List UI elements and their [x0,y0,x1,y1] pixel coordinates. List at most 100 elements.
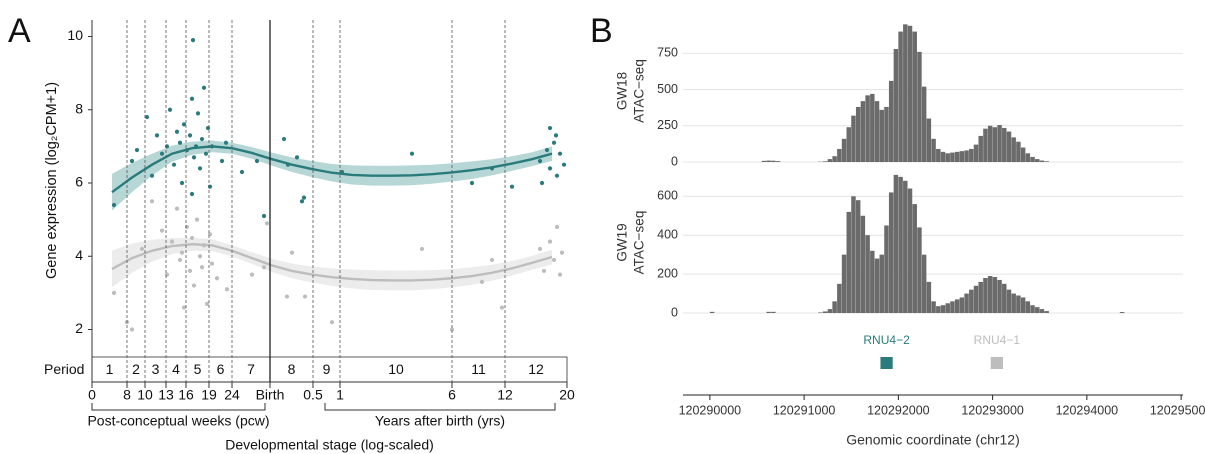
data-point [164,272,170,277]
histogram-bar [1006,131,1012,162]
histogram-bar [1025,153,1031,162]
histogram-bar [912,204,917,313]
histogram-bar [1025,301,1031,313]
data-point [409,151,415,156]
histogram-bar [761,160,767,162]
data-point [197,166,203,171]
data-point [207,232,213,237]
data-point [174,129,180,134]
histogram-bar [997,125,1002,162]
period-label: 3 [152,361,160,377]
histogram-bar [1016,295,1021,313]
data-point [557,272,563,277]
y-tick-label: 500 [657,82,678,96]
period-label: 7 [247,361,255,377]
histogram-bar [846,211,851,313]
x-tick-label: 120292000 [867,403,930,417]
histogram-bar [870,250,875,313]
data-point [547,239,553,244]
data-point [144,114,150,120]
period-label: 11 [471,361,486,377]
panel-label: B [590,12,613,50]
data-point [189,96,195,101]
gene-box [880,357,893,369]
histogram-bar [964,150,969,162]
histogram-bar [964,293,969,313]
histogram-bar [775,161,781,162]
data-point [561,162,567,167]
x-tick-label: 120290000 [679,403,742,417]
y-tick-label: 6 [75,174,83,190]
data-point [205,125,211,131]
histogram-bar [973,285,979,313]
track-assay: ATAC−seq [632,59,647,123]
track-sample: GW19 [615,223,630,261]
data-point [499,305,505,310]
y-tick-label: 600 [657,189,678,203]
data-point [547,125,553,131]
data-point [284,294,290,299]
data-point [149,199,155,204]
x-axis-title: Developmental stage (log-scaled) [225,437,434,453]
data-point [189,191,195,197]
data-point [181,122,187,127]
trend-line [111,145,553,194]
histogram-bar [1016,141,1021,162]
data-point [219,158,225,164]
stage-bracket [324,403,556,411]
data-point [281,136,287,142]
histogram-bar [940,305,946,313]
data-point [557,151,563,156]
gene-label: RNU4−2 [863,333,910,347]
histogram-bar [1039,160,1045,162]
histogram-bar [917,51,922,163]
histogram-bar [898,31,903,162]
y-tick-label: 10 [67,27,83,43]
histogram-bar [874,258,880,313]
data-point [261,213,267,219]
data-point [194,217,200,222]
histogram-bar [884,225,889,313]
histogram-bar [1035,307,1040,313]
histogram-bar [822,161,828,162]
y-tick-label: 4 [75,247,83,263]
data-point [479,279,485,285]
data-point [547,166,553,171]
histogram-bar [827,309,833,313]
histogram-bar [926,118,932,162]
histogram-bar [969,148,974,162]
histogram-bar [978,135,983,162]
histogram-bar [846,127,851,162]
x-tick-label: 19 [201,387,217,403]
histogram-bar [912,31,917,162]
data-point [469,180,475,186]
histogram-bar [827,159,833,162]
data-point [184,224,190,230]
histogram-bar [841,138,847,162]
x-tick-label: 120291000 [773,403,836,417]
histogram-bar [921,86,927,162]
histogram-bar [931,138,936,162]
histogram-bar [1006,289,1012,313]
data-point [134,147,140,153]
y-tick-label: 250 [657,118,678,132]
data-point [189,235,195,241]
x-tick-label: 13 [158,387,174,403]
period-label: 9 [323,361,331,377]
data-point [551,257,557,263]
period-title: Period [44,361,84,377]
histogram-bar [832,301,837,313]
data-point [489,257,495,263]
histogram-bar [907,188,913,313]
period-label: 1 [106,361,114,377]
data-point [239,169,245,175]
x-tick-label: 8 [123,387,131,403]
data-point [199,265,205,270]
data-point [537,246,543,252]
data-point [191,283,197,288]
data-point [139,246,145,252]
histogram-bar [950,301,955,313]
confidence-band [112,237,552,291]
data-point [201,85,207,90]
